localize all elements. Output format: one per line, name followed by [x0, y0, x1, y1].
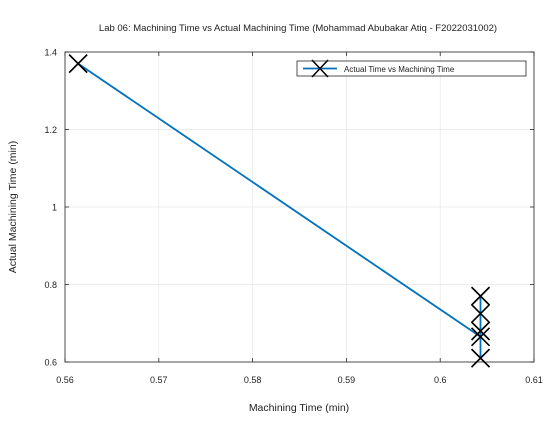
- data-point-marker: [470, 286, 491, 306]
- y-tick-label: 1.2: [44, 125, 57, 135]
- y-tick-label: 0.6: [44, 358, 57, 368]
- chart-title: Lab 06: Machining Time vs Actual Machini…: [99, 23, 497, 34]
- x-tick-label: 0.59: [338, 375, 356, 385]
- data-point-marker: [470, 303, 491, 324]
- data-point-marker: [470, 321, 491, 341]
- x-tick-label: 0.6: [434, 375, 447, 385]
- legend[interactable]: Actual Time vs Machining Time: [296, 59, 527, 78]
- x-tick-label: 0.56: [56, 375, 74, 385]
- legend-box: [296, 60, 527, 77]
- series-line: [77, 62, 482, 360]
- x-tick-label: 0.61: [525, 375, 543, 385]
- data-point-marker: [470, 327, 491, 347]
- legend-marker-x-icon: [311, 59, 329, 78]
- x-axis-label: Machining Time (min): [249, 402, 349, 414]
- tick-layer: 0.56 0.57 0.58 0.59 0.6 0.61 0.6 0.8 1 1.2 1.4: [44, 48, 542, 386]
- legend-series-label: Actual Time vs Machining Time: [344, 65, 455, 74]
- series-layer: [68, 54, 491, 368]
- data-point-marker: [68, 54, 88, 74]
- y-tick-label: 1.4: [44, 48, 57, 58]
- y-tick-label: 1: [52, 203, 57, 213]
- x-tick-label: 0.58: [244, 375, 262, 385]
- y-axis-label: Actual Machining Time (min): [7, 141, 19, 273]
- y-tick-label: 0.8: [44, 280, 57, 290]
- data-point-marker: [470, 348, 491, 368]
- x-tick-label: 0.57: [150, 375, 168, 385]
